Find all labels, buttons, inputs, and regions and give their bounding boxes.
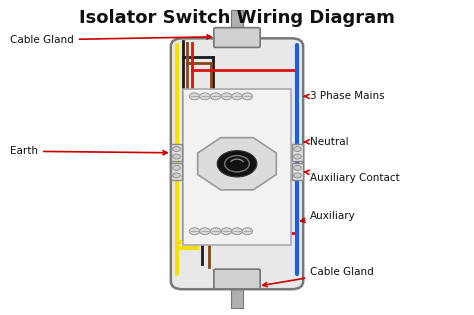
Bar bbox=[231, 288, 243, 308]
Circle shape bbox=[217, 151, 257, 177]
Circle shape bbox=[173, 146, 180, 152]
Bar bbox=[231, 10, 243, 29]
Circle shape bbox=[173, 173, 180, 178]
Circle shape bbox=[210, 228, 221, 235]
Circle shape bbox=[232, 93, 242, 100]
Circle shape bbox=[221, 93, 232, 100]
Bar bbox=[171, 144, 182, 161]
Circle shape bbox=[200, 93, 210, 100]
Circle shape bbox=[200, 228, 210, 235]
Text: Cable Gland: Cable Gland bbox=[263, 267, 374, 287]
FancyBboxPatch shape bbox=[171, 38, 303, 289]
Text: Isolator Switch Wiring Diagram: Isolator Switch Wiring Diagram bbox=[79, 9, 395, 26]
Circle shape bbox=[232, 228, 242, 235]
Circle shape bbox=[173, 165, 180, 170]
Text: Auxiliary Contact: Auxiliary Contact bbox=[304, 170, 400, 183]
Circle shape bbox=[173, 154, 180, 159]
Bar bbox=[292, 144, 303, 161]
Text: Neutral: Neutral bbox=[304, 137, 349, 147]
Circle shape bbox=[294, 165, 301, 170]
Circle shape bbox=[221, 228, 232, 235]
Circle shape bbox=[294, 154, 301, 159]
Text: Cable Gland: Cable Gland bbox=[10, 35, 211, 45]
Bar bbox=[171, 163, 182, 180]
Circle shape bbox=[189, 93, 200, 100]
Text: 3 Phase Mains: 3 Phase Mains bbox=[304, 91, 385, 101]
Text: Earth: Earth bbox=[10, 146, 167, 156]
Text: Auxiliary: Auxiliary bbox=[301, 210, 356, 222]
Bar bbox=[182, 89, 292, 245]
Circle shape bbox=[294, 146, 301, 152]
FancyBboxPatch shape bbox=[214, 269, 260, 289]
Circle shape bbox=[189, 228, 200, 235]
Circle shape bbox=[242, 93, 253, 100]
Bar bbox=[292, 163, 303, 180]
Circle shape bbox=[210, 93, 221, 100]
Circle shape bbox=[242, 228, 253, 235]
FancyBboxPatch shape bbox=[214, 28, 260, 48]
Polygon shape bbox=[198, 138, 276, 190]
Circle shape bbox=[294, 173, 301, 178]
